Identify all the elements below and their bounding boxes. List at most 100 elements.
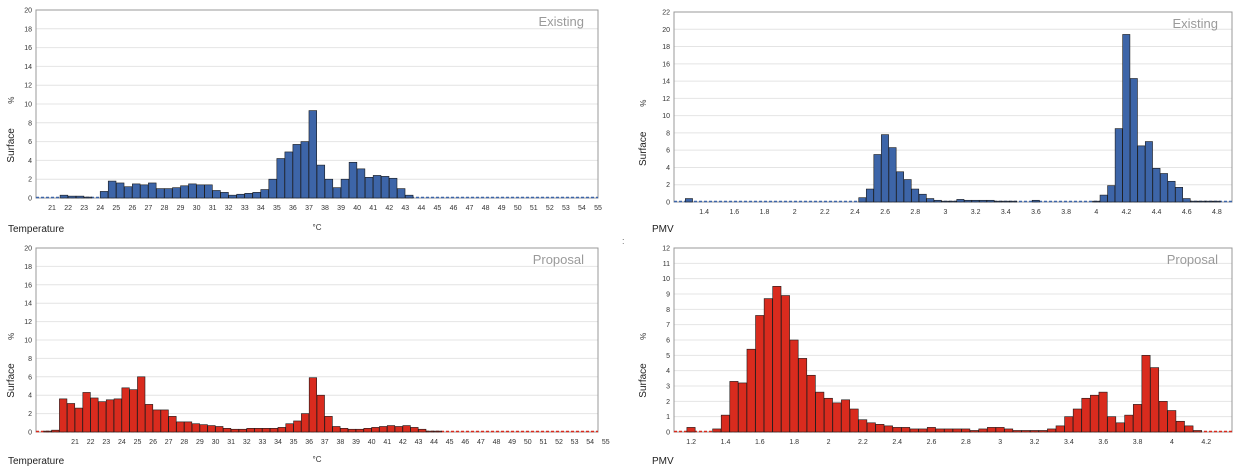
x-tick-label: 4.2 xyxy=(1201,439,1211,446)
bar xyxy=(380,176,390,199)
x-axis-label: Temperature xyxy=(8,456,65,467)
x-tick-label: 25 xyxy=(134,439,142,446)
x-tick-label: 36 xyxy=(289,205,297,212)
x-tick-label: 55 xyxy=(594,205,602,212)
bar xyxy=(944,428,953,433)
y-tick-label: 14 xyxy=(662,79,670,86)
x-tick-label: 3.2 xyxy=(1030,439,1040,446)
x-tick-label: 54 xyxy=(586,439,594,446)
bar xyxy=(918,428,928,433)
bar xyxy=(1122,34,1131,203)
bar xyxy=(113,398,122,433)
x-tick-label: 3.6 xyxy=(1031,209,1041,216)
bar xyxy=(986,199,995,203)
x-axis-label: PMV xyxy=(652,224,674,235)
y-axis-unit: % xyxy=(7,333,16,340)
x-tick-label: 4.8 xyxy=(1212,209,1222,216)
x-tick-label: 44 xyxy=(430,439,438,446)
bar xyxy=(308,377,318,433)
y-tick-label: 4 xyxy=(666,165,670,172)
bar xyxy=(394,426,403,433)
y-tick-label: 16 xyxy=(662,61,670,68)
bar xyxy=(137,376,146,433)
y-axis-unit: % xyxy=(639,100,648,107)
x-tick-label: 27 xyxy=(145,205,153,212)
bar xyxy=(244,193,253,199)
bar xyxy=(124,186,133,199)
y-tick-label: 8 xyxy=(28,356,32,363)
bar xyxy=(858,197,867,203)
bar xyxy=(121,387,130,433)
chart-pmv-proposal: 0 1 2 3 4 5 6 7 8 9 10 11 12 1.2 1.4 1.6 1.8 2 2.2 2.4 2.6 2.… xyxy=(630,238,1241,468)
bar xyxy=(911,188,920,203)
bar xyxy=(388,177,398,199)
y-tick-label: 6 xyxy=(666,338,670,345)
bar xyxy=(1132,404,1142,433)
bar xyxy=(188,183,197,199)
y-tick-label: 14 xyxy=(24,301,32,308)
x-tick-label: 2.8 xyxy=(910,209,920,216)
bar xyxy=(858,419,868,433)
chart-temperature-proposal: 0 2 4 6 8 10 12 14 16 18 20 21 22 23 24 25 26 27 28 29 30 31 3… xyxy=(0,238,610,468)
x-tick-label: 43 xyxy=(415,439,423,446)
x-tick-label: 2 xyxy=(827,439,831,446)
x-tick-label: 34 xyxy=(274,439,282,446)
x-tick-label: 22 xyxy=(64,205,72,212)
y-tick-label: 20 xyxy=(24,8,32,15)
bar xyxy=(1167,180,1176,203)
scenario-tag: Proposal xyxy=(533,252,584,267)
bar xyxy=(918,193,927,203)
x-tick-label: 40 xyxy=(368,439,376,446)
bar xyxy=(1098,391,1108,433)
x-tick-label: 2.4 xyxy=(892,439,902,446)
x-tick-label: 37 xyxy=(321,439,329,446)
bar xyxy=(59,398,68,433)
bar xyxy=(276,158,285,199)
x-tick-label: 31 xyxy=(209,205,217,212)
x-tick-label: 1.2 xyxy=(686,439,696,446)
bar xyxy=(433,430,442,433)
x-tick-label: 1.8 xyxy=(789,439,799,446)
bar xyxy=(987,427,996,433)
bar xyxy=(228,194,237,199)
bar xyxy=(300,141,309,199)
x-tick-label: 54 xyxy=(578,205,586,212)
bar xyxy=(952,428,962,433)
bar xyxy=(1115,422,1125,433)
bar xyxy=(268,178,277,199)
bar xyxy=(1009,200,1018,203)
bar xyxy=(164,188,173,199)
x-tick-label: 3.6 xyxy=(1098,439,1108,446)
bar xyxy=(223,428,232,433)
bar xyxy=(884,425,893,433)
bar xyxy=(364,177,374,199)
x-tick-label: 46 xyxy=(461,439,469,446)
bar xyxy=(1167,410,1177,433)
bar xyxy=(105,399,115,433)
x-tick-label: 1.6 xyxy=(755,439,765,446)
bar xyxy=(340,178,350,199)
x-tick-label: 23 xyxy=(102,439,110,446)
bar xyxy=(284,151,293,199)
bar xyxy=(176,421,185,433)
bar xyxy=(1012,430,1022,433)
bar xyxy=(1175,187,1183,203)
x-tick-label: 45 xyxy=(434,205,442,212)
bar xyxy=(107,180,117,199)
y-tick-label: 5 xyxy=(666,353,670,360)
x-tick-label: 47 xyxy=(466,205,474,212)
x-tick-label: 39 xyxy=(337,205,345,212)
y-axis-label: Surface xyxy=(638,131,649,166)
x-tick-label: 36 xyxy=(305,439,313,446)
bar xyxy=(712,428,722,433)
x-tick-label: 44 xyxy=(417,205,425,212)
y-tick-label: 4 xyxy=(28,393,32,400)
bar xyxy=(948,200,957,203)
x-tick-label: 3.8 xyxy=(1133,439,1143,446)
x-tick-label: 53 xyxy=(571,439,579,446)
x-tick-label: 21 xyxy=(48,205,56,212)
bar xyxy=(356,168,366,199)
y-axis-label: Surface xyxy=(6,363,17,398)
